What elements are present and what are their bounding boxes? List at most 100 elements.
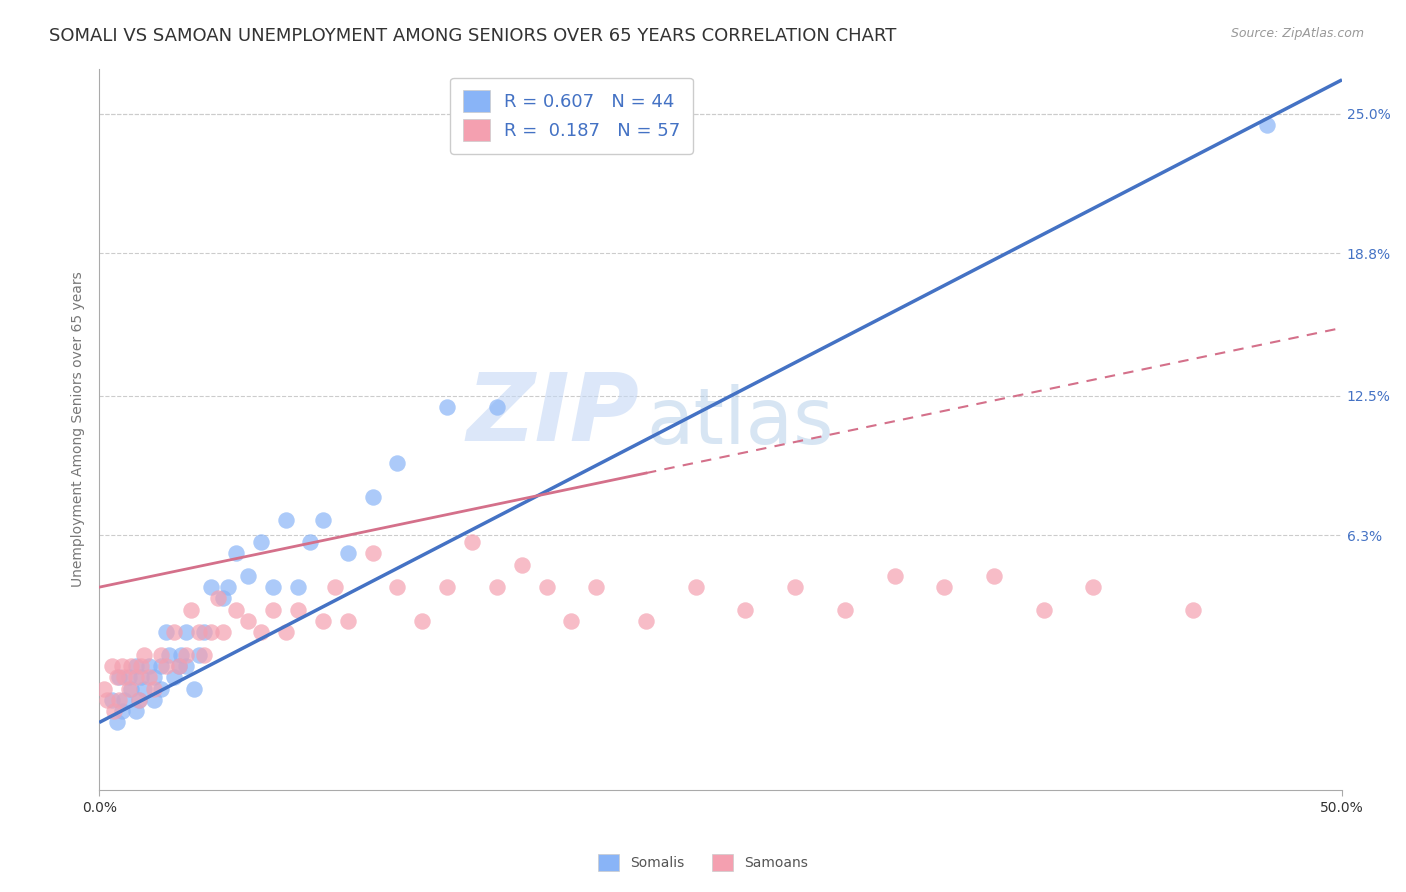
Point bbox=[225, 603, 247, 617]
Text: atlas: atlas bbox=[645, 384, 834, 460]
Point bbox=[142, 693, 165, 707]
Point bbox=[150, 681, 173, 696]
Point bbox=[155, 659, 177, 673]
Point bbox=[112, 670, 135, 684]
Point bbox=[485, 400, 508, 414]
Point bbox=[510, 558, 533, 572]
Point bbox=[560, 614, 582, 628]
Point bbox=[93, 681, 115, 696]
Point bbox=[287, 603, 309, 617]
Point bbox=[336, 546, 359, 560]
Point bbox=[934, 580, 956, 594]
Point bbox=[200, 625, 222, 640]
Point bbox=[142, 681, 165, 696]
Point bbox=[187, 648, 209, 662]
Point bbox=[180, 603, 202, 617]
Point bbox=[287, 580, 309, 594]
Point bbox=[167, 659, 190, 673]
Point bbox=[883, 569, 905, 583]
Point bbox=[112, 693, 135, 707]
Point bbox=[1083, 580, 1105, 594]
Point bbox=[131, 659, 153, 673]
Point bbox=[436, 400, 458, 414]
Point bbox=[411, 614, 433, 628]
Point bbox=[207, 591, 229, 606]
Point bbox=[323, 580, 346, 594]
Point bbox=[108, 693, 131, 707]
Point bbox=[155, 625, 177, 640]
Point bbox=[225, 546, 247, 560]
Point bbox=[138, 659, 160, 673]
Point bbox=[128, 693, 150, 707]
Point bbox=[125, 659, 148, 673]
Point bbox=[174, 648, 197, 662]
Point bbox=[125, 704, 148, 718]
Point bbox=[105, 670, 128, 684]
Point bbox=[193, 648, 215, 662]
Point bbox=[120, 681, 142, 696]
Point bbox=[110, 704, 132, 718]
Point bbox=[361, 490, 384, 504]
Point bbox=[212, 625, 235, 640]
Point bbox=[536, 580, 558, 594]
Legend: R = 0.607   N = 44, R =  0.187   N = 57: R = 0.607 N = 44, R = 0.187 N = 57 bbox=[450, 78, 693, 154]
Point bbox=[150, 648, 173, 662]
Point bbox=[274, 625, 297, 640]
Point bbox=[217, 580, 239, 594]
Point bbox=[312, 512, 335, 526]
Point bbox=[131, 670, 153, 684]
Point bbox=[100, 659, 122, 673]
Point bbox=[249, 625, 271, 640]
Point bbox=[834, 603, 856, 617]
Point bbox=[100, 693, 122, 707]
Point bbox=[120, 659, 142, 673]
Point bbox=[262, 603, 284, 617]
Point bbox=[174, 625, 197, 640]
Point bbox=[436, 580, 458, 594]
Point bbox=[142, 670, 165, 684]
Point bbox=[274, 512, 297, 526]
Point bbox=[785, 580, 807, 594]
Point bbox=[193, 625, 215, 640]
Point bbox=[105, 715, 128, 730]
Point bbox=[150, 659, 173, 673]
Point bbox=[983, 569, 1005, 583]
Point bbox=[132, 681, 155, 696]
Point bbox=[461, 535, 484, 549]
Point bbox=[238, 614, 260, 628]
Point bbox=[183, 681, 205, 696]
Point bbox=[187, 625, 209, 640]
Point bbox=[108, 670, 131, 684]
Point bbox=[174, 659, 197, 673]
Point bbox=[485, 580, 508, 594]
Point bbox=[118, 670, 141, 684]
Point bbox=[734, 603, 756, 617]
Point bbox=[585, 580, 607, 594]
Y-axis label: Unemployment Among Seniors over 65 years: Unemployment Among Seniors over 65 years bbox=[72, 271, 86, 587]
Point bbox=[103, 704, 125, 718]
Point bbox=[387, 580, 409, 594]
Point bbox=[238, 569, 260, 583]
Point bbox=[157, 648, 180, 662]
Point bbox=[685, 580, 707, 594]
Point bbox=[118, 681, 141, 696]
Point bbox=[1181, 603, 1204, 617]
Point bbox=[170, 648, 193, 662]
Point bbox=[1032, 603, 1054, 617]
Text: SOMALI VS SAMOAN UNEMPLOYMENT AMONG SENIORS OVER 65 YEARS CORRELATION CHART: SOMALI VS SAMOAN UNEMPLOYMENT AMONG SENI… bbox=[49, 27, 897, 45]
Point bbox=[312, 614, 335, 628]
Point bbox=[249, 535, 271, 549]
Legend: Somalis, Samoans: Somalis, Samoans bbox=[592, 848, 814, 876]
Point bbox=[163, 670, 186, 684]
Point bbox=[138, 670, 160, 684]
Point bbox=[125, 670, 148, 684]
Point bbox=[96, 693, 118, 707]
Point bbox=[110, 659, 132, 673]
Point bbox=[212, 591, 235, 606]
Text: Source: ZipAtlas.com: Source: ZipAtlas.com bbox=[1230, 27, 1364, 40]
Point bbox=[336, 614, 359, 628]
Point bbox=[200, 580, 222, 594]
Point bbox=[262, 580, 284, 594]
Point bbox=[1256, 118, 1278, 132]
Point bbox=[167, 659, 190, 673]
